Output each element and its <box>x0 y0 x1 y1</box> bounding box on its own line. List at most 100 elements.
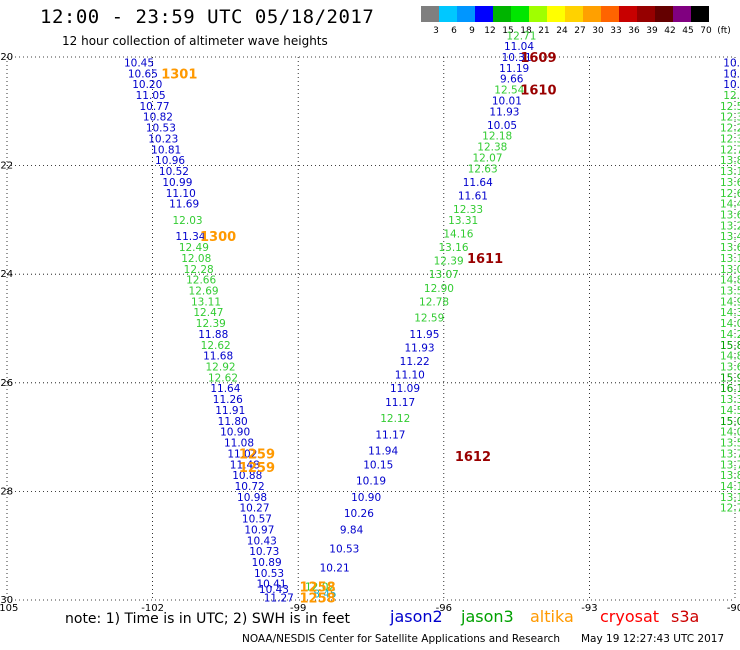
wave-height-value: 10.9 <box>723 57 740 69</box>
x-tick-label: -93 <box>581 603 597 614</box>
axis-ticks: -105 -102 -99 -96 -93 -90 -20 -22 -24 -26 -28 -30 <box>0 52 740 614</box>
wave-height-value: 11.88 <box>198 329 228 341</box>
wave-height-value: 12.02 <box>305 581 335 593</box>
wave-height-value: 14.53 <box>720 405 740 417</box>
wave-height-value: 11.93 <box>489 106 519 118</box>
wave-height-value: 14.12 <box>720 481 740 493</box>
wave-height-value: 10.90 <box>351 492 381 504</box>
colorbar-label: 42 <box>664 26 676 36</box>
wave-height-value: 11.09 <box>390 383 420 395</box>
wave-height-value: 12.77 <box>720 144 740 156</box>
colorbar-label: 39 <box>646 26 658 36</box>
credit-text: NOAA/NESDIS Center for Satellite Applica… <box>242 633 560 645</box>
plot-grid <box>6 56 736 601</box>
wave-height-value: 13.64 <box>720 242 740 254</box>
wave-height-value: 14.02 <box>720 318 740 330</box>
wave-height-value: 12.58 <box>720 101 740 113</box>
chart-title: 12:00 - 23:59 UTC 05/18/2017 <box>40 6 375 28</box>
colorbar-swatch <box>511 6 529 22</box>
wave-height-value: 11.91 <box>215 405 245 417</box>
colorbar-swatch <box>493 6 511 22</box>
wave-height-value: 13.16 <box>438 242 468 254</box>
wave-height-value: 10.53 <box>146 123 176 135</box>
wave-height-value: 8.45 <box>313 588 336 600</box>
colorbar-label: 3 <box>433 26 439 36</box>
wave-height-value: 12.39 <box>196 318 226 330</box>
wave-height-value: 12.90 <box>424 283 454 295</box>
wave-height-value: 11.61 <box>458 190 488 202</box>
x-tick-label: -90 <box>727 603 740 614</box>
wave-height-value: 11.48 <box>230 459 260 471</box>
wave-height-value: 13.31 <box>448 215 478 227</box>
wave-height-value: 12.54 <box>494 85 524 97</box>
wave-height-points: 10.4510.6510.2011.0510.7710.8210.5310.23… <box>124 30 740 604</box>
colorbar-label: 33 <box>610 26 622 36</box>
legend-item-s3a: s3a <box>671 607 700 626</box>
wave-height-value: 11.10 <box>395 370 425 382</box>
colorbar-label: 27 <box>574 26 586 36</box>
wave-height-value: 12.33 <box>453 204 483 216</box>
wave-height-value: 12.18 <box>482 131 512 143</box>
wave-height-value: 12.71 <box>506 30 536 42</box>
wave-height-value: 11.64 <box>210 383 240 395</box>
wave-height-value: 11.02 <box>227 448 257 460</box>
wave-height-value: 11.80 <box>218 416 248 428</box>
wave-height-value: 10.01 <box>492 95 522 107</box>
wave-height-value: 9.84 <box>340 524 364 536</box>
legend-item-jason3: jason3 <box>461 607 514 626</box>
colorbar-swatch <box>601 6 619 22</box>
footer-note: note: 1) Time is in UTC; 2) SWH is in fe… <box>65 611 351 627</box>
wave-height-value: 11.68 <box>203 351 233 363</box>
wave-height-value: 11.26 <box>213 394 243 406</box>
wave-height-value: 13.26 <box>720 220 740 232</box>
x-tick-label: -102 <box>141 603 164 614</box>
wave-height-value: 11.64 <box>463 177 493 189</box>
wave-height-value: 12.62 <box>201 340 231 352</box>
wave-height-value: 10.82 <box>143 112 173 124</box>
wave-height-value: 14.88 <box>720 351 740 363</box>
wave-height-value: 13.33 <box>720 394 740 406</box>
wave-height-value: 13.11 <box>191 296 221 308</box>
wave-height-value: 12.69 <box>189 285 219 297</box>
wave-height-value: 9.66 <box>500 74 524 86</box>
wave-height-value: 13.52 <box>720 438 740 450</box>
wave-height-value: 10.98 <box>237 492 267 504</box>
colorbar-label: 21 <box>538 26 550 36</box>
colorbar-swatch <box>547 6 565 22</box>
wave-height-value: 13.59 <box>720 285 740 297</box>
wave-height-value: 14.84 <box>720 275 740 287</box>
pass-time-label: 1609 <box>520 51 556 66</box>
wave-height-value: 12.59 <box>414 313 444 325</box>
wave-height-value: 12.39 <box>434 256 464 268</box>
wave-height-value: 12.66 <box>186 275 216 287</box>
wave-height-value: 10.31 <box>502 52 532 64</box>
wave-height-value: 10.05 <box>487 120 517 132</box>
wave-height-value: 12.08 <box>181 253 211 265</box>
colorbar-swatch <box>655 6 673 22</box>
colorbar-swatch <box>673 6 691 22</box>
wave-height-value: 10.65 <box>128 68 158 80</box>
pass-time-label: 1611 <box>467 252 503 267</box>
colorbar-label: 18 <box>520 26 532 36</box>
pass-time-label: 1259 <box>239 447 275 462</box>
wave-height-value: 11.94 <box>368 446 398 458</box>
wave-height-value: 12.38 <box>477 142 507 154</box>
wave-height-value: 12.12 <box>380 413 410 425</box>
wave-height-value: 12.23 <box>720 123 740 135</box>
wave-height-value: 10.97 <box>244 524 274 536</box>
wave-height-value: 12.63 <box>468 163 498 175</box>
wave-height-value: 14.29 <box>720 329 740 341</box>
legend-item-altika: altika <box>530 607 574 626</box>
wave-height-value: 10.27 <box>239 503 269 515</box>
colorbar-label: (ft) <box>717 26 731 36</box>
y-tick-label: -24 <box>0 269 13 280</box>
wave-height-value: 13.73 <box>720 459 740 471</box>
wave-height-value: 16.16 <box>720 383 740 395</box>
wave-height-value: 12.92 <box>206 362 236 374</box>
wave-height-value: 15.89 <box>720 340 740 352</box>
generation-timestamp: May 19 12:27:43 UTC 2017 <box>581 633 725 645</box>
x-tick-label: -105 <box>0 603 18 614</box>
colorbar-label: 30 <box>592 26 604 36</box>
